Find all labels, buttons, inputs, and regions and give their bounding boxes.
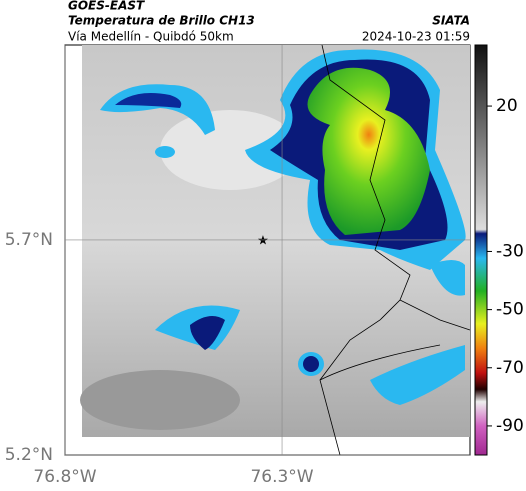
datetime: 2024-10-23 01:59 [362, 30, 470, 44]
colorbar-tick-label: -70 [496, 358, 524, 378]
title: GOES-EAST [68, 0, 145, 13]
y-tick-label: 5.2°N [5, 445, 53, 465]
source: SIATA [432, 14, 470, 28]
subtitle: Temperatura de Brillo CH13 [68, 14, 255, 28]
y-tick-label: 5.7°N [5, 230, 53, 250]
colorbar [474, 44, 488, 456]
imagery: ★ [64, 44, 471, 456]
colorbar-tick-label: 20 [496, 96, 518, 116]
colorbar-tick-label: -30 [496, 241, 524, 261]
star: ★ [257, 234, 269, 249]
colorbar-tick-label: -90 [496, 416, 524, 436]
x-tick-label: 76.3°W [250, 467, 313, 487]
route: Vía Medellín - Quibdó 50km [68, 30, 234, 44]
colorbar-tick-label: -50 [496, 300, 524, 320]
x-tick-label: 76.8°W [33, 467, 96, 487]
